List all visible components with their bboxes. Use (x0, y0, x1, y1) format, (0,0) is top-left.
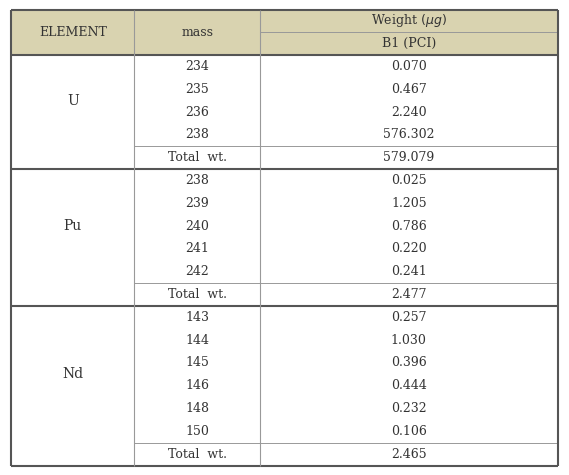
Text: 2.240: 2.240 (391, 105, 427, 119)
Text: 236: 236 (185, 105, 209, 119)
Text: Total  wt.: Total wt. (168, 151, 226, 164)
Text: ELEMENT: ELEMENT (39, 26, 107, 39)
Text: Total  wt.: Total wt. (168, 447, 226, 461)
Text: 234: 234 (185, 60, 209, 73)
Text: 579.079: 579.079 (383, 151, 434, 164)
Text: 0.025: 0.025 (391, 174, 427, 187)
Text: 235: 235 (185, 83, 209, 96)
Text: 240: 240 (185, 219, 209, 233)
Text: 0.070: 0.070 (391, 60, 427, 73)
Text: 146: 146 (185, 379, 209, 392)
Text: 1.205: 1.205 (391, 197, 427, 210)
Text: 0.467: 0.467 (391, 83, 427, 96)
Text: 0.257: 0.257 (391, 311, 427, 324)
Text: 239: 239 (185, 197, 209, 210)
Text: 150: 150 (185, 425, 209, 438)
Text: 0.106: 0.106 (391, 425, 427, 438)
Text: Total  wt.: Total wt. (168, 288, 226, 301)
Text: mass: mass (181, 26, 213, 39)
Text: 1.030: 1.030 (391, 333, 427, 347)
Text: 0.786: 0.786 (391, 219, 427, 233)
Text: 0.444: 0.444 (391, 379, 427, 392)
Text: 145: 145 (185, 356, 209, 370)
Text: 0.241: 0.241 (391, 265, 427, 278)
Text: 242: 242 (185, 265, 209, 278)
Text: U: U (67, 94, 79, 108)
Text: 576.302: 576.302 (383, 128, 435, 142)
Text: Weight $(\mu g)$: Weight $(\mu g)$ (371, 12, 447, 29)
Text: 238: 238 (185, 174, 209, 187)
Text: 144: 144 (185, 333, 209, 347)
Text: Nd: Nd (62, 367, 84, 381)
Text: 0.396: 0.396 (391, 356, 427, 370)
Text: 148: 148 (185, 402, 209, 415)
Text: 2.477: 2.477 (391, 288, 427, 301)
Text: B1 (PCI): B1 (PCI) (382, 37, 436, 50)
Text: 0.232: 0.232 (391, 402, 427, 415)
Text: 238: 238 (185, 128, 209, 142)
Text: 0.220: 0.220 (391, 242, 427, 256)
Text: 143: 143 (185, 311, 209, 324)
Text: 2.465: 2.465 (391, 447, 427, 461)
Text: Pu: Pu (64, 219, 82, 233)
Text: 241: 241 (185, 242, 209, 256)
